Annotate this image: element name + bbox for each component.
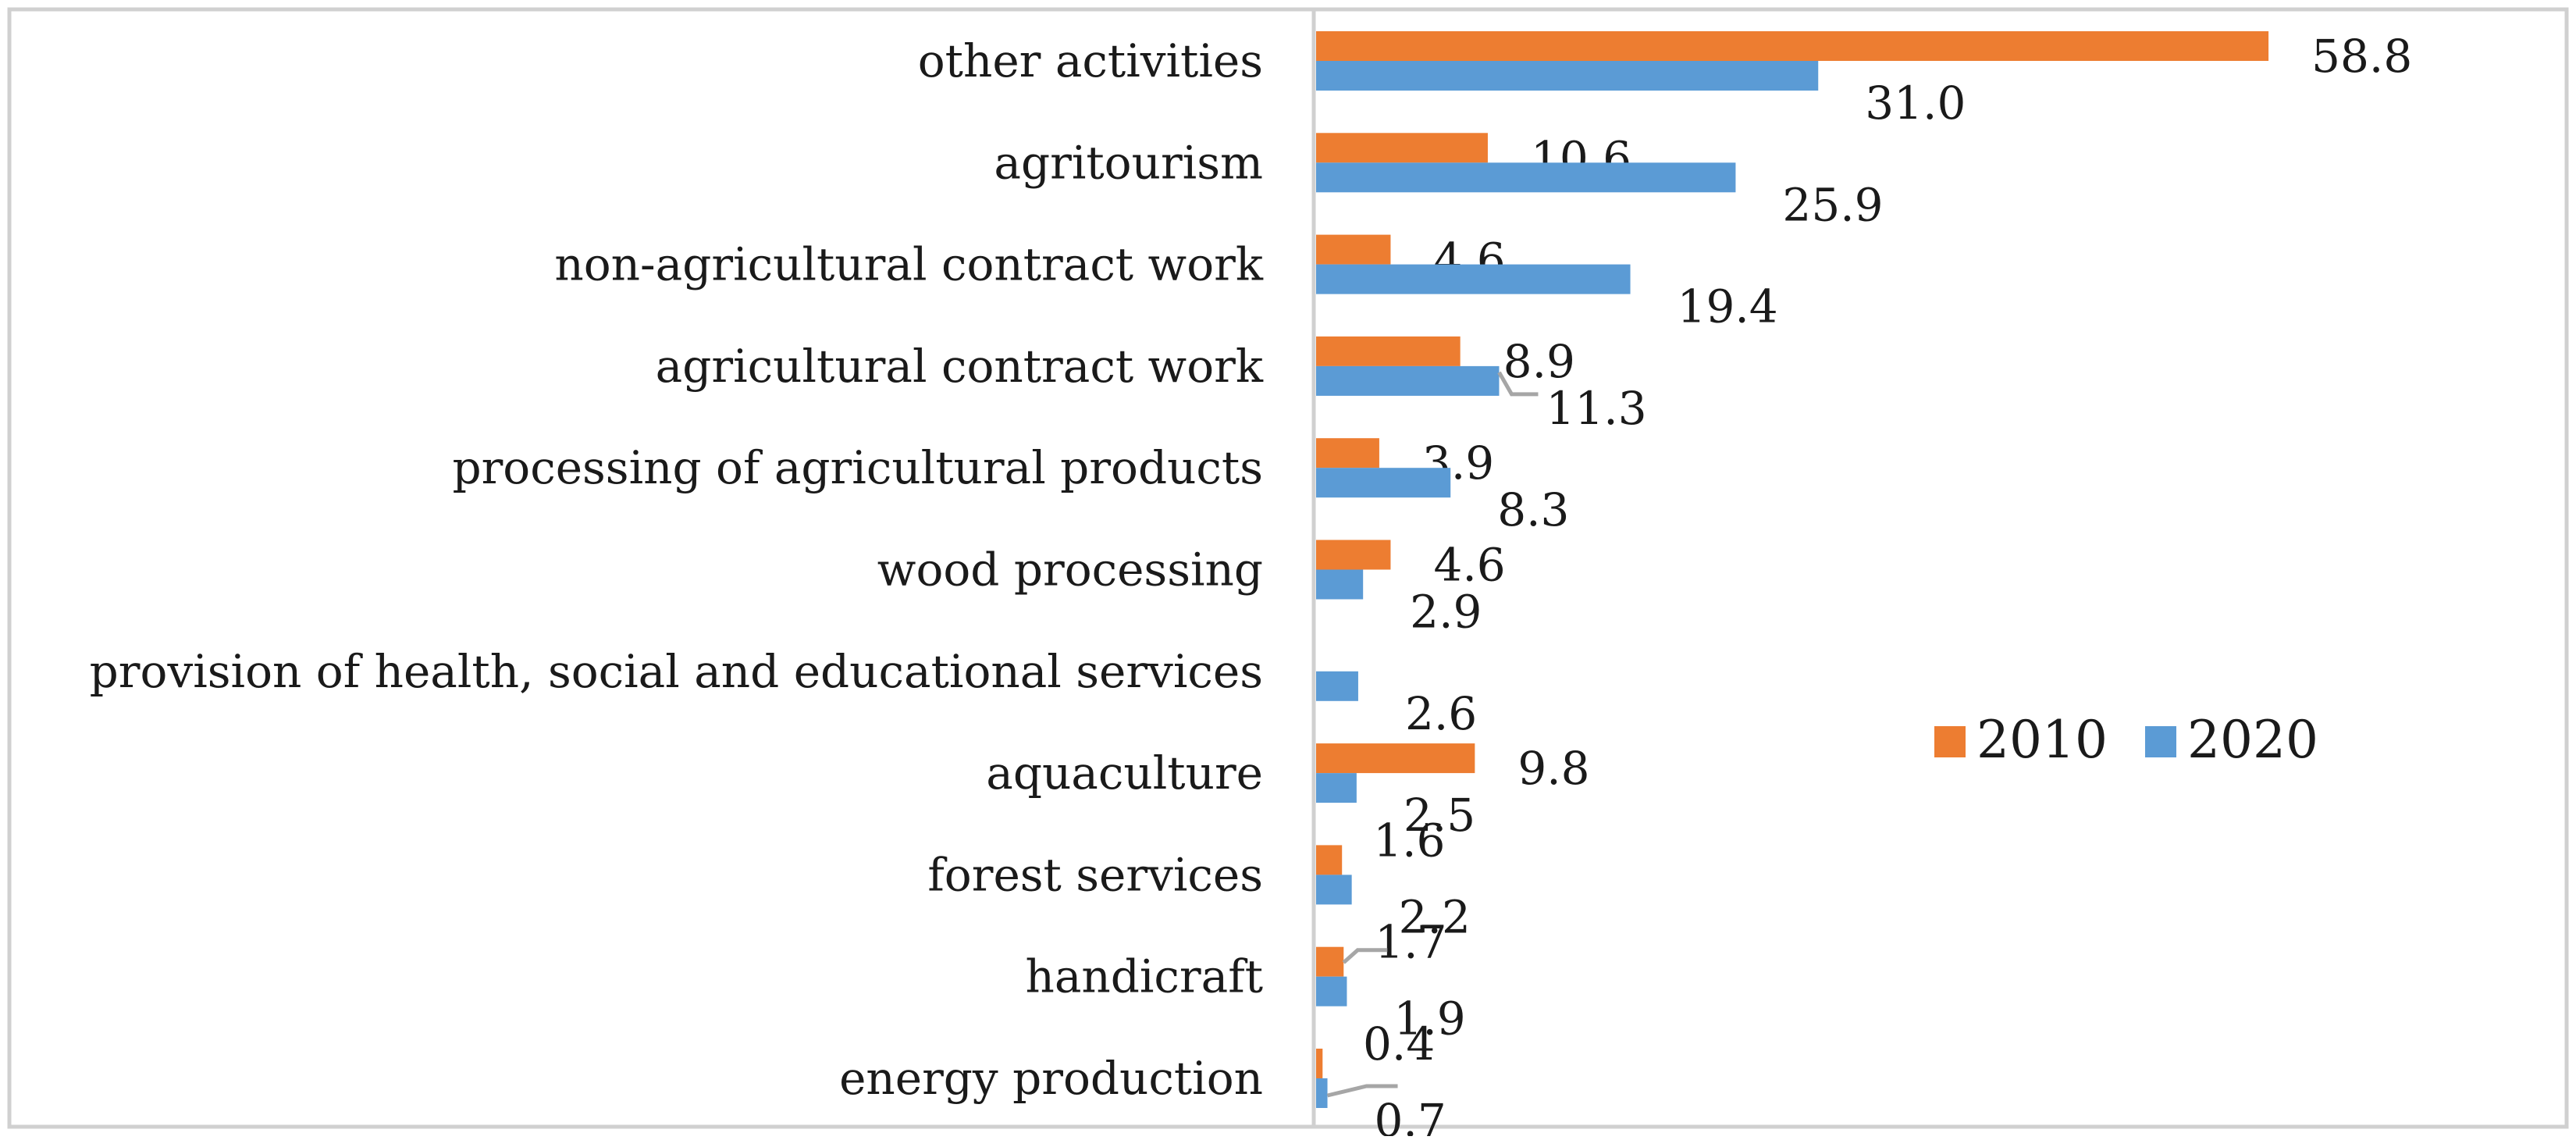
bar-2020 [1316, 773, 1357, 803]
bar-2010 [1316, 845, 1343, 875]
bar-2020 [1316, 162, 1736, 193]
chart-border [7, 7, 2569, 1129]
data-label-2020: 2.6 [1405, 687, 1477, 740]
data-label-2020: 25.9 [1782, 178, 1883, 231]
category-label: other activities [918, 34, 1263, 87]
category-group: forest services 1.6 2.2 [927, 814, 1471, 943]
bar-2010 [1316, 234, 1391, 265]
data-label-2020: 31.0 [1865, 77, 1966, 130]
data-label-2020: 19.4 [1678, 280, 1778, 333]
data-label-2010: 1.6 [1373, 814, 1445, 867]
data-label-2020: 0.7 [1375, 1094, 1446, 1136]
data-label-2020: 2.2 [1399, 890, 1471, 943]
category-label: processing of agricultural products [452, 441, 1263, 494]
data-label-2010: 0.4 [1363, 1017, 1435, 1071]
data-label-2020: 11.3 [1546, 382, 1646, 435]
leader-line [1326, 1084, 1398, 1098]
bar-2020 [1316, 671, 1358, 701]
bar-2020 [1316, 264, 1631, 294]
category-group: aquaculture 9.8 2.5 [986, 742, 1589, 842]
category-label: forest services [927, 848, 1263, 901]
bar-2020 [1316, 1078, 1328, 1108]
category-label: agricultural contract work [656, 340, 1264, 393]
legend-label-2020: 2020 [2187, 710, 2318, 770]
data-label-2010: 9.8 [1517, 742, 1589, 795]
category-group: handicraft 1.7 1.9 [1025, 916, 1465, 1046]
legend-label-2010: 2010 [1976, 710, 2108, 770]
data-label-2010: 58.8 [2311, 30, 2412, 83]
bar-2010 [1316, 743, 1475, 774]
bar-2010 [1316, 31, 2269, 61]
bar-2020 [1316, 875, 1352, 905]
leader-line [1342, 948, 1388, 964]
bar-2010 [1316, 1049, 1323, 1078]
category-group: wood processing 4.62.9 [877, 539, 1506, 639]
category-group: processing of agricultural products 3.98.… [452, 436, 1569, 536]
data-label-2020: 2.9 [1410, 586, 1482, 639]
category-group: other activities 58.8 31.0 [918, 30, 2412, 130]
data-label-2020: 1.9 [1393, 992, 1465, 1046]
category-group: agricultural contract work 8.911.3 [656, 335, 1647, 435]
category-label: agritourism [994, 136, 1263, 189]
category-group: energy production 0.4 0.7 [839, 1017, 1446, 1140]
category-label: provision of health, social and educatio… [90, 645, 1263, 698]
bar-2020 [1316, 569, 1364, 600]
bar-2010 [1316, 946, 1344, 977]
category-group: non-agricultural contract work 4.619.4 [554, 233, 1777, 333]
bar-2010 [1316, 540, 1391, 570]
data-label-2010: 8.9 [1503, 335, 1575, 388]
category-label: wood processing [877, 543, 1263, 597]
category-group: agritourism 10.625.9 [994, 131, 1883, 231]
legend-swatch-2020 [2145, 726, 2176, 757]
bar-2020 [1316, 468, 1451, 498]
leader-line [1497, 371, 1539, 397]
bar-2010 [1316, 133, 1488, 163]
bar-2020 [1316, 976, 1347, 1006]
category-label: non-agricultural contract work [554, 238, 1263, 291]
category-label: aquaculture [986, 746, 1263, 800]
category-label: handicraft [1025, 950, 1263, 1003]
legend-swatch-2010 [1934, 726, 1966, 757]
legend: 2010 2020 [1934, 710, 2318, 770]
bar-2020 [1316, 61, 1819, 91]
data-label-2010: 1.7 [1375, 916, 1446, 969]
bar-2020 [1316, 365, 1500, 396]
category-group: provision of health, social and educatio… [90, 645, 1478, 740]
data-label-2020: 8.3 [1497, 483, 1569, 536]
data-label-2020: 2.5 [1404, 789, 1475, 842]
category-label: energy production [839, 1052, 1263, 1105]
data-label-2010: 4.6 [1433, 539, 1505, 592]
bar-2010 [1316, 336, 1461, 366]
bar-2010 [1316, 438, 1379, 468]
